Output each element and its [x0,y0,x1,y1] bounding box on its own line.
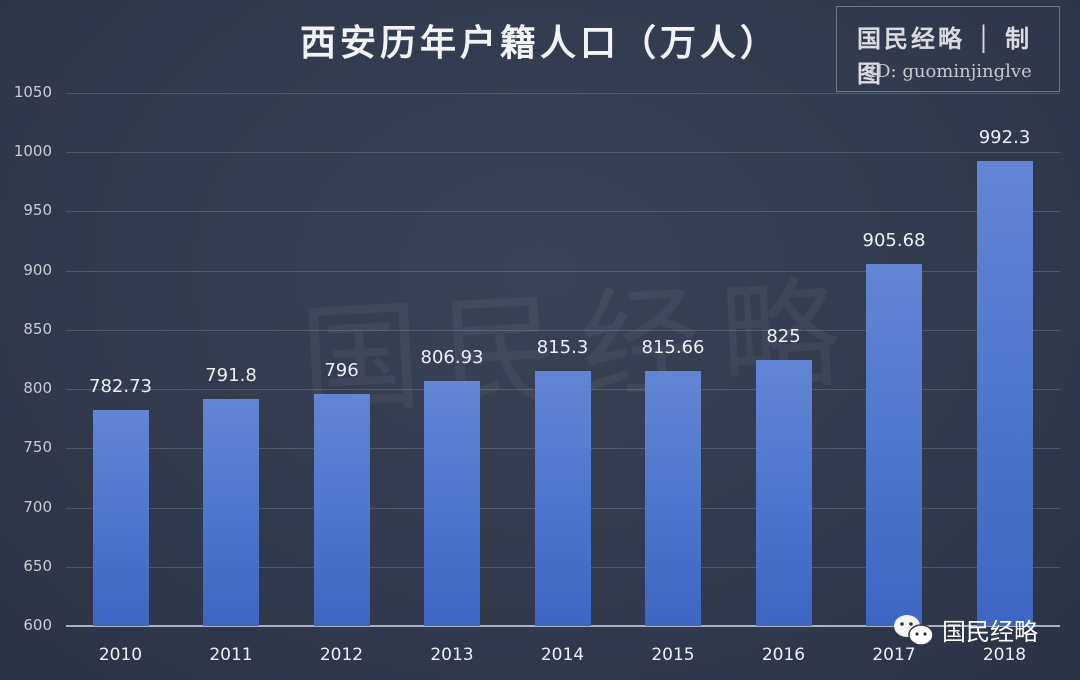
y-tick-label: 1000 [13,142,52,161]
credit-stamp: 国民经略 │ 制图 ID: guominjinglve [836,6,1060,92]
y-tick-label: 900 [23,260,52,279]
data-label: 905.68 [862,229,926,251]
x-tick-label: 2012 [319,645,364,665]
stamp-line-2: ID: guominjinglve [869,61,1032,82]
stamp-line-1: 国民经略 │ 制图 [857,24,1033,88]
y-tick-label: 800 [23,379,52,398]
bar-2013 [424,380,480,626]
y-tick-label: 600 [23,616,52,634]
x-tick-label: 2014 [540,645,585,665]
y-tick-label: 650 [23,556,52,575]
y-tick-label: 700 [23,497,52,516]
gridline [66,152,1060,154]
x-tick-label: 2018 [982,645,1027,665]
data-label: 796 [324,359,359,381]
bar-2011 [203,398,259,626]
chart-title: 西安历年户籍人口（万人） [299,23,780,64]
x-axis-line [66,625,1060,627]
bar-2018 [976,161,1033,626]
x-tick-label: 2011 [209,645,253,665]
y-tick-label: 1050 [13,83,52,101]
bar-2012 [313,393,370,626]
x-tick-label: 2015 [651,645,695,665]
x-tick-label: 2010 [98,645,143,665]
gridline [66,93,1060,94]
bar-2017 [866,263,922,626]
data-label: 815.3 [536,336,589,358]
data-label: 791.8 [205,364,257,386]
y-tick-label: 950 [23,201,52,220]
data-label: 782.73 [89,375,152,397]
bar-2015 [645,370,701,626]
y-tick-label: 750 [23,438,52,457]
x-tick-label: 2016 [761,645,806,665]
bar-2016 [755,359,812,626]
footer-brand: 国民经略 [892,612,1038,647]
data-label: 815.66 [641,336,705,358]
data-label: 806.93 [420,346,484,368]
gridline [66,270,1060,272]
data-label: 825 [766,325,801,347]
gridline [66,211,1060,213]
data-label: 992.3 [978,127,1031,149]
x-tick-label: 2013 [430,645,474,665]
footer-brand-text: 国民经略 [942,618,1038,646]
y-tick-label: 850 [23,319,52,338]
wechat-icon [894,614,934,646]
gridline [66,329,1060,331]
bar-2014 [534,370,591,626]
x-tick-label: 2017 [872,645,916,665]
bar-2010 [92,409,149,626]
